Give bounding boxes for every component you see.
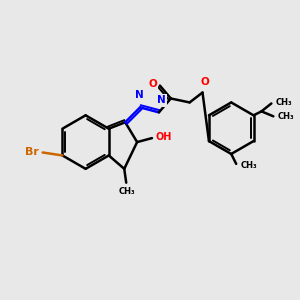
Text: OH: OH: [156, 132, 172, 142]
Text: Br: Br: [25, 148, 39, 158]
Text: O: O: [148, 79, 157, 88]
Text: CH₃: CH₃: [119, 187, 136, 196]
Text: CH₃: CH₃: [277, 112, 294, 121]
Text: O: O: [200, 76, 209, 87]
Text: CH₃: CH₃: [240, 161, 257, 170]
Text: CH₃: CH₃: [275, 98, 292, 107]
Text: N: N: [135, 91, 143, 100]
Text: N: N: [157, 95, 165, 105]
